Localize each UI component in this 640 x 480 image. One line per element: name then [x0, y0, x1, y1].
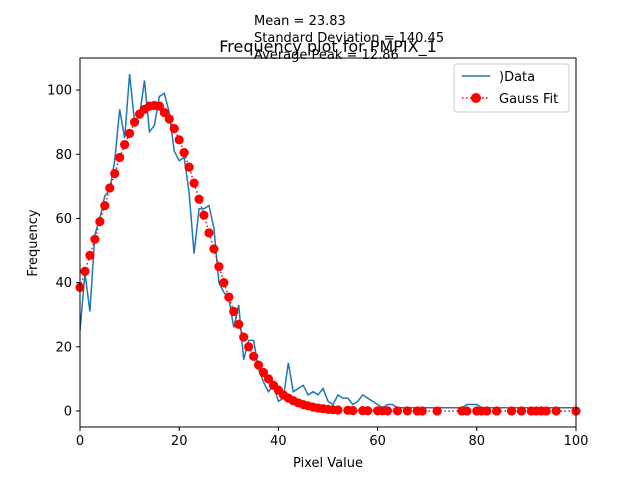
gauss-fit-point: [402, 406, 412, 416]
gauss-fit-point: [253, 360, 264, 370]
gauss-fit-point: [85, 250, 95, 260]
gauss-fit-point: [229, 306, 239, 317]
gauss-fit-point: [541, 406, 551, 416]
gauss-fit-point: [189, 178, 199, 188]
gauss-fit-point: [169, 123, 179, 134]
gauss-fit-point: [204, 228, 214, 238]
plot-frame: [79, 57, 577, 428]
gauss-fit-point: [164, 114, 174, 124]
gauss-fit-point: [129, 117, 140, 127]
y-tick-label-5: 100: [47, 84, 72, 99]
gauss-fit-point: [199, 210, 209, 220]
gauss-fit-point: [482, 406, 492, 416]
gauss-fit-point: [249, 351, 259, 362]
gauss-fit-point: [219, 278, 229, 288]
gauss-fit-point: [110, 168, 120, 179]
gauss-fit-point: [506, 406, 517, 416]
gauss-fit-point: [120, 140, 130, 150]
gauss-fit-point: [263, 374, 274, 384]
gauss-fit-point: [492, 406, 502, 416]
gauss-fit-point: [184, 162, 194, 172]
series-layer: [75, 73, 581, 416]
gauss-fit-point: [516, 406, 527, 416]
gauss-fit-point: [179, 148, 189, 158]
ticks-layer: 0 20 40 60 80 100 0 20 40 60 80 100: [47, 84, 588, 449]
y-tick-label-4: 80: [55, 148, 72, 163]
gauss-fit-point: [432, 406, 442, 416]
gauss-fit-point: [125, 128, 135, 139]
stat-std-dev: Standard Deviation = 140.45: [254, 31, 444, 46]
gauss-fit-point: [90, 234, 100, 244]
y-tick-label-0: 0: [64, 404, 72, 419]
gauss-fit-point: [80, 266, 90, 276]
legend-gauss-label: Gauss Fit: [499, 92, 558, 107]
y-axis-label: Frequency: [26, 209, 41, 276]
gauss-fit-point: [392, 406, 403, 416]
legend: )Data Gauss Fit: [453, 63, 570, 113]
gauss-fit-point: [551, 406, 561, 416]
gauss-fit-point: [194, 194, 204, 204]
y-tick-label-3: 60: [55, 212, 72, 227]
gauss-fit-point: [417, 406, 427, 416]
gauss-fit-point: [333, 405, 343, 415]
plot-area: [80, 58, 576, 427]
gauss-fit-point: [239, 332, 249, 342]
x-axis-label: Pixel Value: [293, 456, 363, 471]
legend-data-label: )Data: [499, 70, 535, 85]
gauss-fit-point: [348, 405, 358, 416]
x-tick-label-0: 0: [76, 434, 84, 449]
x-tick-label-1: 20: [171, 434, 188, 449]
gauss-fit-point: [154, 101, 164, 111]
gauss-fit-point: [209, 244, 219, 254]
y-tick-label-2: 40: [55, 276, 72, 291]
stat-avg-peak: Average Peak = 12.86: [254, 48, 399, 63]
gauss-fit-point: [95, 217, 105, 227]
x-tick-label-4: 80: [469, 434, 486, 449]
legend-gauss-marker: [471, 93, 481, 103]
x-tick-label-3: 60: [369, 434, 386, 449]
gauss-fit-point: [115, 152, 125, 163]
gauss-fit-point: [100, 201, 110, 211]
gauss-fit-point: [244, 342, 254, 352]
x-tick-label-2: 40: [270, 434, 287, 449]
series-line-data: [80, 73, 576, 409]
x-tick-label-5: 100: [564, 434, 589, 449]
gauss-fit-point: [159, 107, 169, 118]
gauss-fit-point: [462, 406, 472, 416]
gauss-fit-point: [174, 135, 184, 145]
gauss-fit-point: [258, 367, 269, 378]
gauss-fit-point: [214, 261, 224, 272]
gauss-fit-point: [234, 319, 244, 329]
gauss-fit-point: [363, 406, 373, 416]
gauss-fit-point: [105, 183, 115, 193]
chart-title: Frequency plot for PMPIX_1: [219, 37, 437, 57]
stat-mean: Mean = 23.83: [254, 14, 346, 29]
gauss-fit-point: [382, 406, 393, 416]
y-tick-label-1: 20: [55, 340, 72, 355]
gauss-fit-point: [224, 292, 234, 302]
